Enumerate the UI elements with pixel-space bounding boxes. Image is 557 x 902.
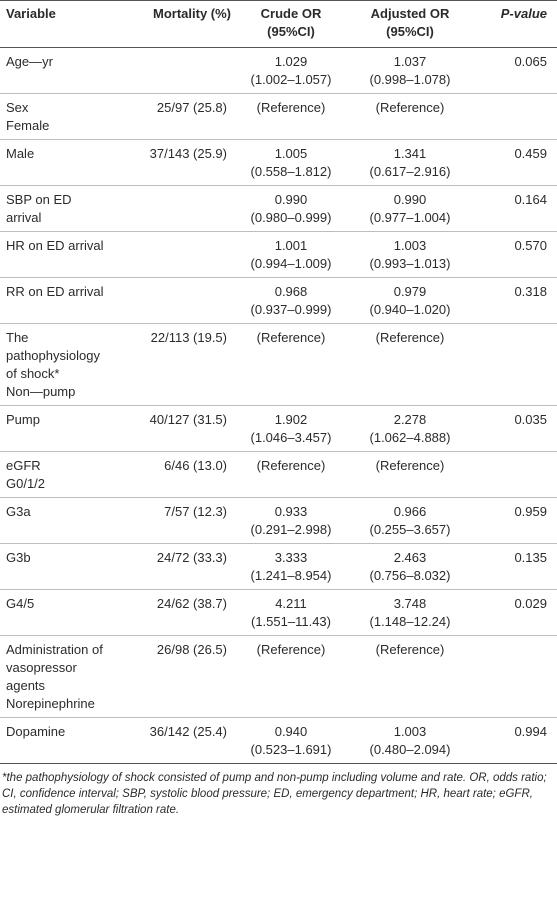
table-row: Sex Female 25/97 (25.8) (Reference) (Referen… xyxy=(0,93,557,140)
cell-adjusted-or: 3.748 (1.148–12.24) xyxy=(345,589,475,636)
cell-adjusted-or: 0.966 (0.255–3.657) xyxy=(345,497,475,544)
cell-variable: The pathophysiology of shock* Non—pump xyxy=(0,323,117,406)
cell-p-value: 0.065 xyxy=(475,47,557,94)
cell-variable: G3b xyxy=(0,543,117,590)
table-row: RR on ED arrival 0.968 (0.937–0.999) 0.979(… xyxy=(0,277,557,324)
cell-mortality: 22/113 (19.5) xyxy=(117,323,237,406)
cell-mortality xyxy=(117,47,237,94)
cell-p-value: 0.459 xyxy=(475,139,557,186)
cell-p-value: 0.035 xyxy=(475,405,557,452)
cell-variable: HR on ED arrival xyxy=(0,231,117,278)
table-row: G4/5 24/62 (38.7) 4.211 (1.551–11.43) 3.748(… xyxy=(0,589,557,636)
results-table: Variable Mortality (%) Crude OR (95%CI) … xyxy=(0,0,557,764)
cell-adjusted-or: (Reference) xyxy=(345,93,475,140)
cell-p-value: 0.164 xyxy=(475,185,557,232)
cell-p-value xyxy=(475,323,557,406)
cell-mortality: 26/98 (26.5) xyxy=(117,635,237,718)
cell-mortality: 7/57 (12.3) xyxy=(117,497,237,544)
cell-mortality: 37/143 (25.9) xyxy=(117,139,237,186)
cell-variable: SBP on ED arrival xyxy=(0,185,117,232)
table-row: Age—yr 1.029 (1.002–1.057) 1.037 (0.998–1.07… xyxy=(0,47,557,94)
cell-variable: Administration of vasopressor agents Norepi… xyxy=(0,635,117,718)
table-row: G3a 7/57 (12.3) 0.933 (0.291–2.998) 0.966 (0.… xyxy=(0,497,557,544)
header-adjusted-or: Adjusted OR (95%CI) xyxy=(345,0,475,48)
cell-adjusted-or: 1.037 (0.998–1.078) xyxy=(345,47,475,94)
cell-mortality xyxy=(117,185,237,232)
cell-mortality: 40/127 (31.5) xyxy=(117,405,237,452)
cell-mortality xyxy=(117,231,237,278)
cell-mortality: 36/142 (25.4) xyxy=(117,717,237,764)
cell-variable: G3a xyxy=(0,497,117,544)
cell-crude-or: 1.001 (0.994–1.009) xyxy=(237,231,345,278)
cell-adjusted-or: (Reference) xyxy=(345,635,475,718)
cell-variable: eGFR G0/1/2 xyxy=(0,451,117,498)
cell-p-value: 0.135 xyxy=(475,543,557,590)
table-row: Administration of vasopressor agents Norepi… xyxy=(0,635,557,718)
cell-variable: Dopamine xyxy=(0,717,117,764)
table-footnote: *the pathophysiology of shock consisted … xyxy=(2,772,547,816)
cell-adjusted-or: 1.341 (0.617–2.916) xyxy=(345,139,475,186)
table-row: Dopamine 36/142 (25.4) 0.940 (0.523–1.691) 1… xyxy=(0,717,557,764)
cell-mortality: 24/72 (33.3) xyxy=(117,543,237,590)
table-row: SBP on ED arrival 0.990 (0.980–0.999) 0.990(… xyxy=(0,185,557,232)
cell-crude-or: 0.968 (0.937–0.999) xyxy=(237,277,345,324)
table-row: G3b 24/72 (33.3) 3.333 (1.241–8.954) 2.463 (0… xyxy=(0,543,557,590)
cell-variable: Pump xyxy=(0,405,117,452)
cell-variable: G4/5 xyxy=(0,589,117,636)
cell-crude-or: 1.029 (1.002–1.057) xyxy=(237,47,345,94)
cell-adjusted-or: (Reference) xyxy=(345,323,475,406)
cell-p-value: 0.994 xyxy=(475,717,557,764)
cell-adjusted-or: 1.003 (0.993–1.013) xyxy=(345,231,475,278)
cell-variable: Sex Female xyxy=(0,93,117,140)
cell-crude-or: 4.211 (1.551–11.43) xyxy=(237,589,345,636)
table-header: Variable Mortality (%) Crude OR (95%CI) … xyxy=(0,0,557,48)
cell-crude-or: 0.933 (0.291–2.998) xyxy=(237,497,345,544)
table-row: Pump 40/127 (31.5) 1.902 (1.046–3.457) 2.278… xyxy=(0,405,557,452)
cell-crude-or: 0.990 (0.980–0.999) xyxy=(237,185,345,232)
cell-adjusted-or: 0.979 (0.940–1.020) xyxy=(345,277,475,324)
cell-p-value: 0.029 xyxy=(475,589,557,636)
cell-variable: RR on ED arrival xyxy=(0,277,117,324)
table-row: eGFR G0/1/2 6/46 (13.0) (Reference) (Referen… xyxy=(0,451,557,498)
cell-variable: Male xyxy=(0,139,117,186)
cell-mortality: 24/62 (38.7) xyxy=(117,589,237,636)
cell-mortality: 25/97 (25.8) xyxy=(117,93,237,140)
cell-crude-or: (Reference) xyxy=(237,635,345,718)
cell-crude-or: (Reference) xyxy=(237,323,345,406)
cell-mortality xyxy=(117,277,237,324)
table-row: The pathophysiology of shock* Non—pump 22/11… xyxy=(0,323,557,406)
table-container: Variable Mortality (%) Crude OR (95%CI) … xyxy=(0,0,557,816)
cell-p-value: 0.318 xyxy=(475,277,557,324)
header-variable: Variable xyxy=(0,0,117,48)
cell-crude-or: 1.902 (1.046–3.457) xyxy=(237,405,345,452)
cell-variable: Age—yr xyxy=(0,47,117,94)
cell-p-value xyxy=(475,93,557,140)
cell-crude-or: (Reference) xyxy=(237,451,345,498)
cell-p-value xyxy=(475,635,557,718)
header-row: Variable Mortality (%) Crude OR (95%CI) … xyxy=(0,0,557,48)
cell-adjusted-or: 1.003 (0.480–2.094) xyxy=(345,717,475,764)
table-body: Age—yr 1.029 (1.002–1.057) 1.037 (0.998–1.07… xyxy=(0,47,557,764)
table-row: HR on ED arrival 1.001 (0.994–1.009) 1.003(… xyxy=(0,231,557,278)
cell-crude-or: 3.333 (1.241–8.954) xyxy=(237,543,345,590)
header-p-value: P-value xyxy=(475,0,557,48)
header-crude-or: Crude OR (95%CI) xyxy=(237,0,345,48)
cell-adjusted-or: 2.463 (0.756–8.032) xyxy=(345,543,475,590)
cell-p-value xyxy=(475,451,557,498)
cell-mortality: 6/46 (13.0) xyxy=(117,451,237,498)
cell-p-value: 0.570 xyxy=(475,231,557,278)
cell-crude-or: (Reference) xyxy=(237,93,345,140)
cell-crude-or: 0.940 (0.523–1.691) xyxy=(237,717,345,764)
header-mortality: Mortality (%) xyxy=(117,0,237,48)
cell-adjusted-or: 2.278 (1.062–4.888) xyxy=(345,405,475,452)
cell-crude-or: 1.005 (0.558–1.812) xyxy=(237,139,345,186)
table-row: Male 37/143 (25.9) 1.005 (0.558–1.812) 1.341… xyxy=(0,139,557,186)
cell-adjusted-or: 0.990 (0.977–1.004) xyxy=(345,185,475,232)
cell-p-value: 0.959 xyxy=(475,497,557,544)
cell-adjusted-or: (Reference) xyxy=(345,451,475,498)
